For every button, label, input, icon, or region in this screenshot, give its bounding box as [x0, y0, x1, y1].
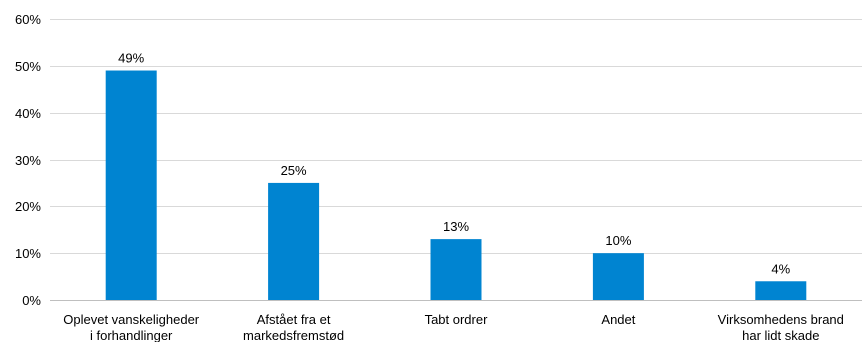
data-label: 13% — [443, 219, 469, 234]
y-tick-label: 40% — [15, 106, 41, 121]
y-tick-label: 0% — [22, 293, 41, 308]
x-category-label: Andet — [601, 312, 635, 327]
bars — [105, 70, 807, 301]
bar — [592, 253, 644, 300]
data-label: 10% — [605, 233, 631, 248]
data-labels: 49% 25% 13% 10% 4% — [118, 51, 790, 277]
y-tick-label: 60% — [15, 12, 41, 27]
y-tick-label: 20% — [15, 199, 41, 214]
category-labels: Oplevet vanskeligheder i forhandlinger Afs… — [63, 312, 844, 342]
data-label: 49% — [118, 51, 144, 66]
x-category-label: Oplevet vanskeligheder i forhandlinger — [63, 312, 200, 342]
y-axis-tick-labels: 0% 10% 20% 30% 40% 50% 60% — [15, 12, 41, 308]
y-tick-label: 30% — [15, 153, 41, 168]
bar — [268, 182, 320, 300]
bar — [430, 239, 482, 300]
data-label: 4% — [771, 261, 790, 276]
gridlines — [50, 19, 862, 254]
y-tick-label: 50% — [15, 59, 41, 74]
x-category-label: Virksomhedens brand har lidt skade — [718, 312, 844, 342]
bar — [105, 70, 157, 301]
data-label: 25% — [281, 163, 307, 178]
y-tick-label: 10% — [15, 246, 41, 261]
bar — [755, 281, 807, 300]
x-category-label: Tabt ordrer — [425, 312, 489, 327]
x-category-label: Afstået fra et markedsfremstød — [243, 312, 344, 342]
